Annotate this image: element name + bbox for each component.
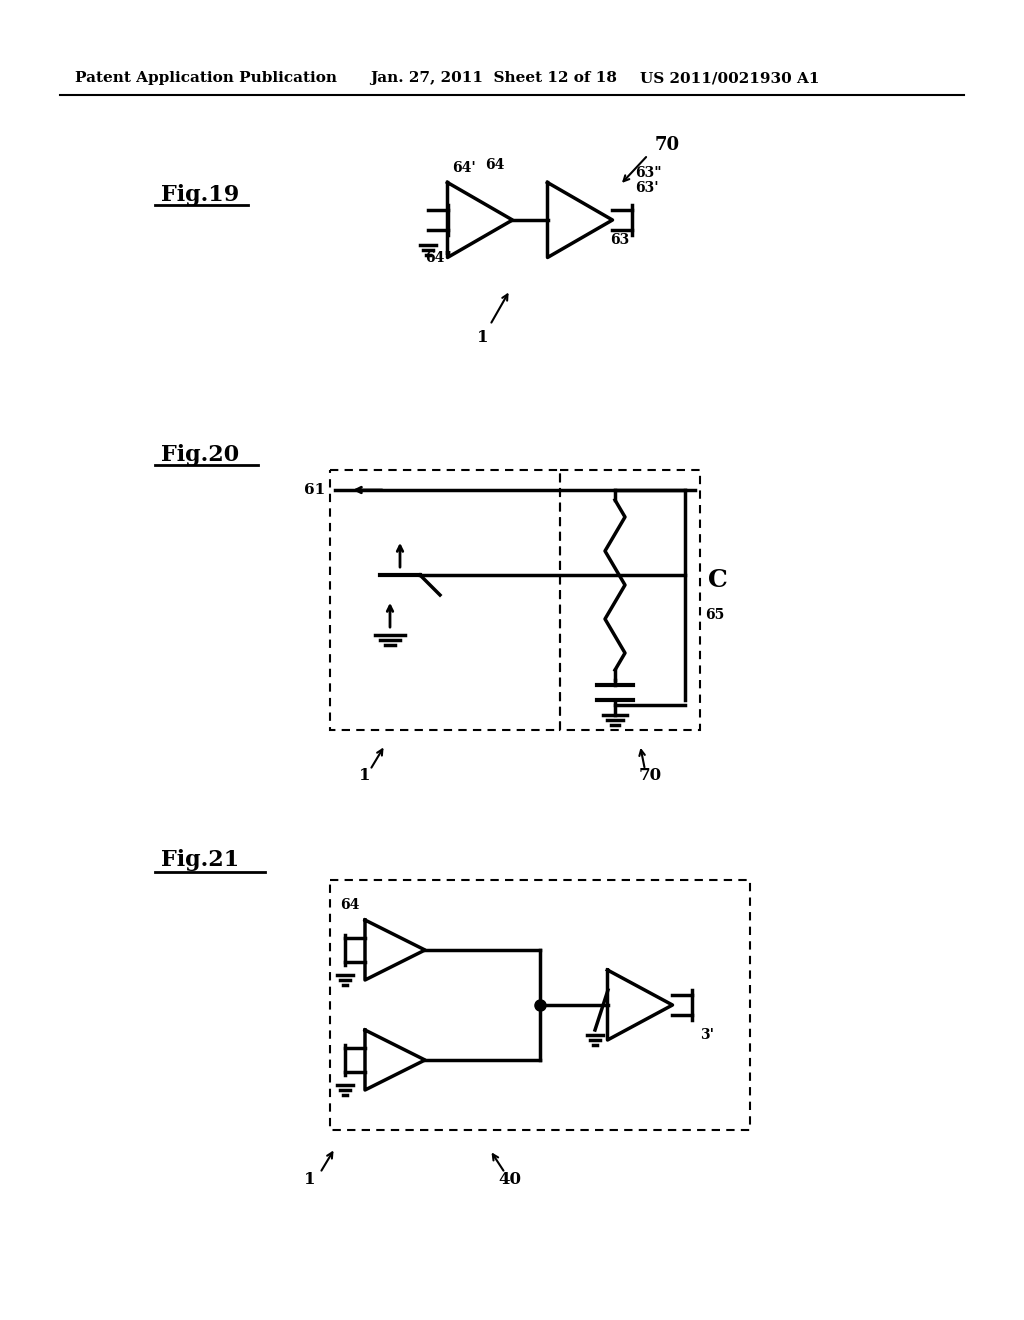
Text: 64": 64" xyxy=(425,251,452,265)
Text: Fig.20: Fig.20 xyxy=(161,444,239,466)
Text: Patent Application Publication: Patent Application Publication xyxy=(75,71,337,84)
Text: C: C xyxy=(708,568,728,591)
Text: Fig.19: Fig.19 xyxy=(161,183,240,206)
Text: US 2011/0021930 A1: US 2011/0021930 A1 xyxy=(640,71,819,84)
Text: 70: 70 xyxy=(638,767,662,784)
Text: Jan. 27, 2011  Sheet 12 of 18: Jan. 27, 2011 Sheet 12 of 18 xyxy=(370,71,617,84)
Text: 63': 63' xyxy=(635,181,658,195)
Text: 70: 70 xyxy=(655,136,680,154)
Text: Fig.21: Fig.21 xyxy=(161,849,240,871)
Text: 61: 61 xyxy=(304,483,325,498)
Text: 63": 63" xyxy=(635,166,662,180)
Text: 64: 64 xyxy=(340,898,359,912)
Text: 1: 1 xyxy=(477,330,488,346)
Text: 64: 64 xyxy=(485,158,505,172)
Text: 3': 3' xyxy=(700,1028,714,1041)
Text: 63: 63 xyxy=(610,234,630,247)
Text: 65: 65 xyxy=(705,609,724,622)
Text: 1: 1 xyxy=(304,1172,315,1188)
Text: 64': 64' xyxy=(452,161,476,176)
Text: 1: 1 xyxy=(359,767,371,784)
Text: 40: 40 xyxy=(499,1172,521,1188)
